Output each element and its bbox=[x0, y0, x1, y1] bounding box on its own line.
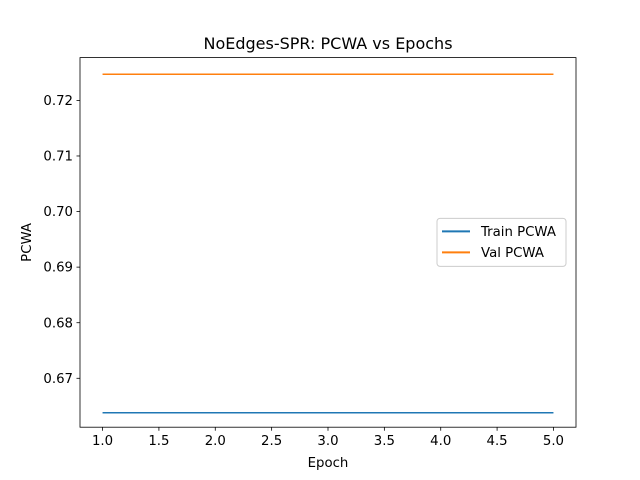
x-tick-label: 2.0 bbox=[205, 434, 226, 449]
chart-title: NoEdges-SPR: PCWA vs Epochs bbox=[203, 34, 452, 53]
x-tick-label: 2.5 bbox=[261, 434, 282, 449]
x-tick-label: 1.0 bbox=[92, 434, 113, 449]
x-tick-label: 3.5 bbox=[374, 434, 395, 449]
y-tick-label: 0.67 bbox=[43, 372, 73, 387]
legend-label-1: Val PCWA bbox=[481, 246, 544, 261]
x-tick-label: 4.5 bbox=[487, 434, 508, 449]
y-tick-label: 0.68 bbox=[43, 316, 73, 331]
legend-label-0: Train PCWA bbox=[480, 225, 556, 240]
x-tick-label: 5.0 bbox=[543, 434, 564, 449]
y-axis-label: PCWA bbox=[20, 223, 35, 262]
x-tick-label: 1.5 bbox=[148, 434, 169, 449]
y-tick-label: 0.72 bbox=[43, 94, 73, 109]
x-axis-label: Epoch bbox=[308, 456, 349, 471]
y-tick-label: 0.71 bbox=[43, 150, 73, 165]
x-tick-label: 3.0 bbox=[317, 434, 338, 449]
x-tick-label: 4.0 bbox=[430, 434, 451, 449]
y-tick-label: 0.70 bbox=[43, 205, 73, 220]
y-tick-label: 0.69 bbox=[43, 261, 73, 276]
legend: Train PCWA Val PCWA bbox=[437, 218, 566, 266]
